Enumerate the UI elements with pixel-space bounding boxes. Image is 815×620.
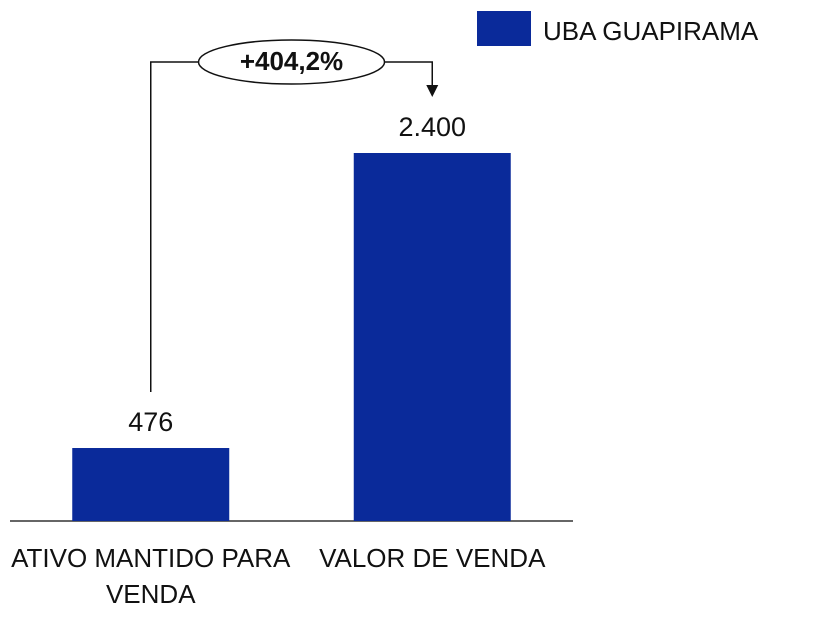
annotation: +404,2%: [240, 46, 343, 76]
annotation-ellipse: [197, 39, 386, 85]
annotation-bracket: [150, 61, 199, 393]
bar: [353, 153, 511, 521]
x-tick-label: ATIVO MANTIDO PARA VENDA: [11, 543, 291, 609]
arrow-head: [426, 85, 439, 97]
annotation-bracket: [384, 61, 433, 87]
value-label: 476: [128, 407, 173, 437]
bar: [72, 448, 230, 521]
legend-swatch: [477, 11, 531, 46]
x-tick-label: VALOR DE VENDA: [319, 543, 546, 573]
legend-label: UBA GUAPIRAMA: [543, 16, 759, 46]
value-label: 2.400: [398, 112, 466, 142]
